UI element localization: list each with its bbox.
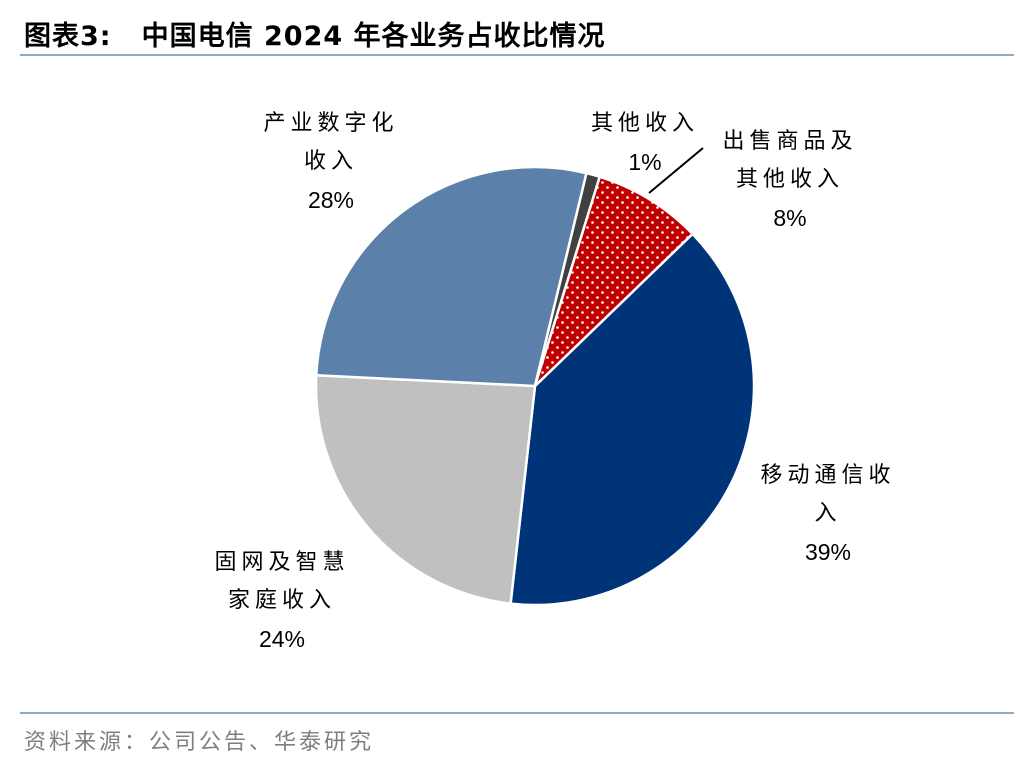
goods-leader-line <box>648 147 704 194</box>
label-mobile: 移动通信收 入 39% <box>738 457 918 571</box>
top-rule <box>20 54 1014 56</box>
label-home: 固网及智慧 家庭收入 24% <box>192 544 372 658</box>
label-mobile-pct: 39% <box>804 539 852 565</box>
label-mobile-line-1: 移动通信收 <box>760 463 896 488</box>
label-other: 其他收入 1% <box>560 105 730 181</box>
bottom-rule <box>20 712 1014 714</box>
slice-home <box>314 374 537 605</box>
label-home-line-1: 固网及智慧 <box>214 550 350 575</box>
label-home-pct: 24% <box>258 626 306 652</box>
source-note: 资料来源：公司公告、华泰研究 <box>24 730 375 755</box>
slice-digital <box>315 165 588 388</box>
label-digital-line-1: 产业数字化 <box>263 111 399 136</box>
label-goods-line-2: 其他收入 <box>735 167 844 192</box>
figure-title: 图表3: 中国电信 2024 年各业务占收比情况 <box>24 14 606 53</box>
label-goods: 出售商品及 其他收入 8% <box>700 123 880 237</box>
label-digital-pct: 28% <box>307 187 355 213</box>
label-goods-line-1: 出售商品及 <box>722 129 858 154</box>
slice-mobile <box>509 232 756 607</box>
label-home-line-2: 家庭收入 <box>227 588 336 613</box>
label-goods-pct: 8% <box>773 205 807 231</box>
figure-number: 图表3: <box>24 21 112 52</box>
label-other-pct: 1% <box>628 149 662 175</box>
label-other-line-1: 其他收入 <box>590 111 699 136</box>
label-digital: 产业数字化 收入 28% <box>216 105 446 219</box>
label-mobile-line-2: 入 <box>814 501 842 526</box>
chart-title: 中国电信 2024 年各业务占收比情况 <box>141 21 606 52</box>
pie-slices <box>314 165 756 607</box>
slice-goods <box>533 175 694 388</box>
label-digital-line-2: 收入 <box>303 149 358 174</box>
